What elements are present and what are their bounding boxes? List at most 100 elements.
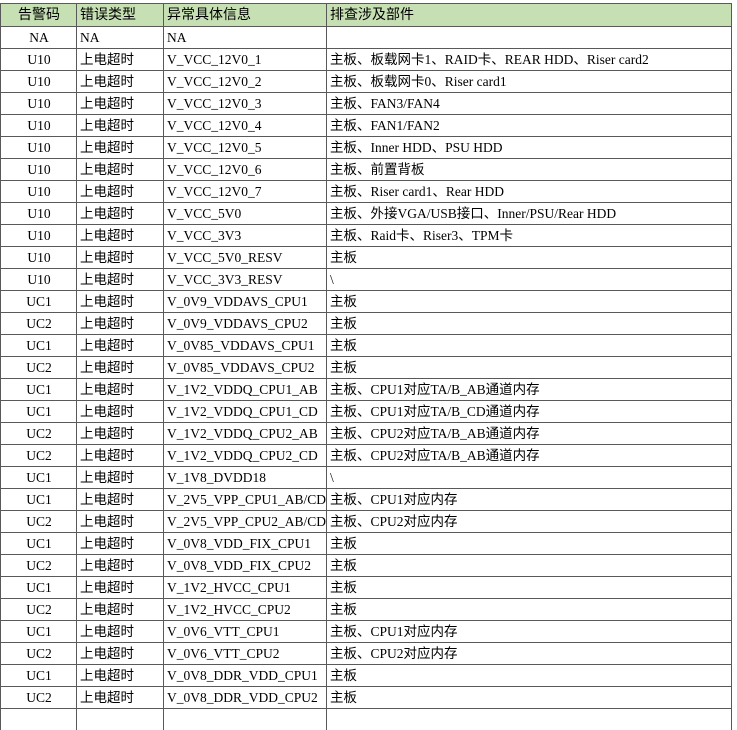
cell-error-type[interactable]: 上电超时 — [77, 665, 164, 687]
cell-alarm-code[interactable]: NA — [1, 27, 77, 49]
cell-related-parts[interactable]: 主板、CPU2对应TA/B_AB通道内存 — [327, 445, 732, 467]
cell-alarm-code[interactable]: U10 — [1, 71, 77, 93]
cell-alarm-code[interactable]: UC1 — [1, 291, 77, 313]
cell-error-type[interactable]: 上电超时 — [77, 379, 164, 401]
cell-alarm-code[interactable]: U10 — [1, 269, 77, 291]
cell-exception-detail[interactable]: V_1V8_DVDD18 — [164, 467, 327, 489]
cell-alarm-code[interactable]: UC1 — [1, 621, 77, 643]
cell-alarm-code[interactable]: UC1 — [1, 665, 77, 687]
cell-related-parts[interactable]: 主板、CPU1对应TA/B_CD通道内存 — [327, 401, 732, 423]
cell-alarm-code[interactable]: UC1 — [1, 467, 77, 489]
cell-exception-detail[interactable]: V_VCC_12V0_2 — [164, 71, 327, 93]
cell-error-type[interactable]: 上电超时 — [77, 401, 164, 423]
cell-exception-detail[interactable]: V_VCC_3V3 — [164, 225, 327, 247]
cell-related-parts[interactable]: 主板、CPU1对应TA/B_AB通道内存 — [327, 379, 732, 401]
cell-error-type[interactable]: 上电超时 — [77, 577, 164, 599]
cell-error-type[interactable]: 上电超时 — [77, 181, 164, 203]
cell-alarm-code[interactable]: U10 — [1, 159, 77, 181]
cell-exception-detail[interactable]: V_0V8_VDD_FIX_CPU1 — [164, 533, 327, 555]
cell-related-parts[interactable]: 主板 — [327, 687, 732, 709]
cell-error-type[interactable]: 上电超时 — [77, 357, 164, 379]
cell-related-parts[interactable]: 主板 — [327, 555, 732, 577]
cell-alarm-code[interactable]: UC2 — [1, 445, 77, 467]
cell-error-type[interactable]: NA — [77, 27, 164, 49]
cell-alarm-code[interactable]: U10 — [1, 203, 77, 225]
cell-exception-detail[interactable]: NA — [164, 27, 327, 49]
cell-exception-detail[interactable]: V_VCC_12V0_5 — [164, 137, 327, 159]
cell-exception-detail[interactable]: V_VCC_3V3_RESV — [164, 269, 327, 291]
cell-exception-detail[interactable]: V_0V9_VDDAVS_CPU2 — [164, 313, 327, 335]
cell-related-parts[interactable]: 主板 — [327, 599, 732, 621]
cell-error-type[interactable]: 上电超时 — [77, 467, 164, 489]
cell-error-type[interactable]: 上电超时 — [77, 137, 164, 159]
cell-alarm-code[interactable]: UC1 — [1, 533, 77, 555]
cell-empty[interactable] — [1, 709, 77, 730]
cell-error-type[interactable]: 上电超时 — [77, 71, 164, 93]
cell-exception-detail[interactable]: V_0V6_VTT_CPU1 — [164, 621, 327, 643]
cell-alarm-code[interactable]: UC2 — [1, 511, 77, 533]
cell-empty[interactable] — [327, 709, 732, 730]
cell-related-parts[interactable]: 主板 — [327, 533, 732, 555]
column-header-exception-detail[interactable]: 异常具体信息 — [164, 4, 327, 27]
cell-error-type[interactable]: 上电超时 — [77, 445, 164, 467]
cell-exception-detail[interactable]: V_1V2_VDDQ_CPU2_AB — [164, 423, 327, 445]
cell-related-parts[interactable] — [327, 27, 732, 49]
cell-error-type[interactable]: 上电超时 — [77, 621, 164, 643]
cell-related-parts[interactable]: 主板 — [327, 335, 732, 357]
cell-exception-detail[interactable]: V_1V2_HVCC_CPU2 — [164, 599, 327, 621]
cell-related-parts[interactable]: 主板、板载网卡0、Riser card1 — [327, 71, 732, 93]
cell-error-type[interactable]: 上电超时 — [77, 533, 164, 555]
cell-alarm-code[interactable]: U10 — [1, 93, 77, 115]
cell-related-parts[interactable]: 主板 — [327, 577, 732, 599]
cell-related-parts[interactable]: 主板 — [327, 665, 732, 687]
column-header-related-parts[interactable]: 排查涉及部件 — [327, 4, 732, 27]
cell-error-type[interactable]: 上电超时 — [77, 247, 164, 269]
cell-empty[interactable] — [164, 709, 327, 730]
cell-exception-detail[interactable]: V_0V8_DDR_VDD_CPU2 — [164, 687, 327, 709]
cell-related-parts[interactable]: 主板 — [327, 291, 732, 313]
cell-exception-detail[interactable]: V_0V8_DDR_VDD_CPU1 — [164, 665, 327, 687]
cell-exception-detail[interactable]: V_VCC_12V0_6 — [164, 159, 327, 181]
cell-related-parts[interactable]: \ — [327, 269, 732, 291]
cell-exception-detail[interactable]: V_0V8_VDD_FIX_CPU2 — [164, 555, 327, 577]
cell-related-parts[interactable]: 主板、CPU2对应内存 — [327, 511, 732, 533]
cell-exception-detail[interactable]: V_1V2_VDDQ_CPU1_AB — [164, 379, 327, 401]
cell-error-type[interactable]: 上电超时 — [77, 313, 164, 335]
cell-alarm-code[interactable]: U10 — [1, 115, 77, 137]
cell-error-type[interactable]: 上电超时 — [77, 291, 164, 313]
cell-related-parts[interactable]: \ — [327, 467, 732, 489]
cell-error-type[interactable]: 上电超时 — [77, 203, 164, 225]
cell-exception-detail[interactable]: V_1V2_HVCC_CPU1 — [164, 577, 327, 599]
cell-alarm-code[interactable]: UC1 — [1, 335, 77, 357]
cell-exception-detail[interactable]: V_2V5_VPP_CPU2_AB/CD — [164, 511, 327, 533]
cell-exception-detail[interactable]: V_0V9_VDDAVS_CPU1 — [164, 291, 327, 313]
cell-alarm-code[interactable]: U10 — [1, 49, 77, 71]
cell-alarm-code[interactable]: U10 — [1, 225, 77, 247]
cell-related-parts[interactable]: 主板、FAN3/FAN4 — [327, 93, 732, 115]
cell-empty[interactable] — [77, 709, 164, 730]
cell-alarm-code[interactable]: UC1 — [1, 379, 77, 401]
cell-related-parts[interactable]: 主板 — [327, 357, 732, 379]
cell-alarm-code[interactable]: UC2 — [1, 313, 77, 335]
cell-error-type[interactable]: 上电超时 — [77, 159, 164, 181]
